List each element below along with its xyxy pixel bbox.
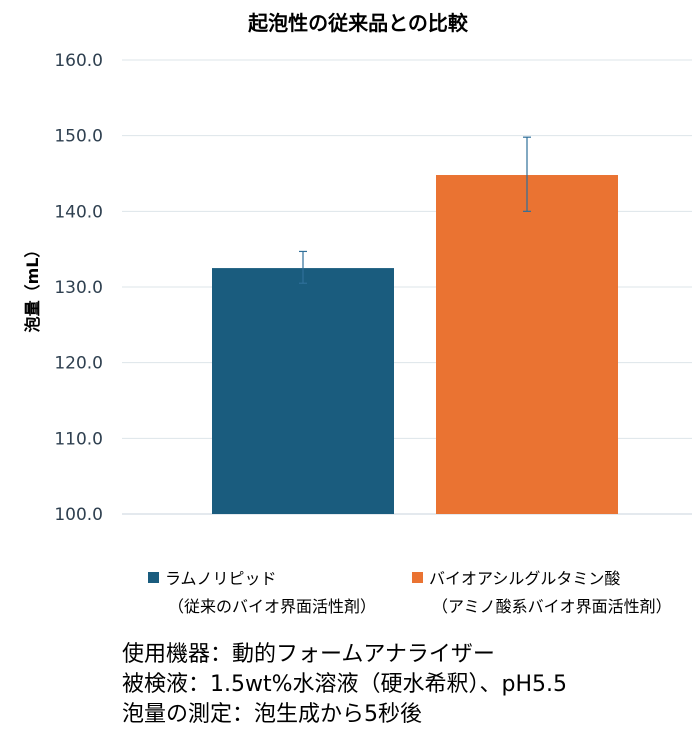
note-instrument: 使用機器：動的フォームアナライザー [122, 642, 495, 667]
legend-swatch-rhamnolipid [148, 572, 159, 583]
chart-title: 起泡性の従来品との比較 [247, 11, 469, 35]
y-tick-label: 130.0 [54, 278, 103, 298]
error-bars [299, 136, 531, 284]
measurement-notes: 使用機器：動的フォームアナライザー 被検液：1.5wt%水溶液（硬水希釈）、pH… [122, 640, 567, 730]
bar [212, 268, 394, 514]
y-tick-label: 160.0 [54, 51, 103, 71]
y-axis-ticks: 100.0 110.0 120.0 130.0 140.0 150.0 160.0 [54, 51, 103, 525]
bars [212, 175, 618, 514]
legend-item-rhamnolipid: ラムノリピッド （従来のバイオ界面活性剤） [148, 568, 376, 618]
note-sample: 被検液：1.5wt%水溶液（硬水希釈）、pH5.5 [122, 672, 568, 697]
legend-swatch-acylglutamate [412, 572, 423, 583]
y-tick-label: 110.0 [54, 429, 103, 449]
legend-sub-acylglutamate: （アミノ酸系バイオ界面活性剤） [432, 597, 672, 616]
chart: 起泡性の従来品との比較 泡量（mL） 100.0110.0120.0130.01… [23, 11, 692, 525]
bar [436, 175, 618, 514]
legend-label-acylglutamate: バイオアシルグルタミン酸 [429, 569, 621, 588]
y-tick-label: 120.0 [54, 354, 103, 374]
note-timing: 泡量の測定：泡生成から5秒後 [122, 702, 422, 727]
y-tick-label: 150.0 [54, 127, 103, 147]
y-tick-label: 100.0 [54, 505, 103, 525]
y-tick-label: 140.0 [54, 202, 103, 222]
legend-item-acylglutamate: バイオアシルグルタミン酸 （アミノ酸系バイオ界面活性剤） [412, 568, 672, 618]
legend-label-rhamnolipid: ラムノリピッド [165, 569, 277, 588]
y-axis-label: 泡量（mL） [23, 242, 42, 333]
legend-sub-rhamnolipid: （従来のバイオ界面活性剤） [168, 597, 377, 616]
